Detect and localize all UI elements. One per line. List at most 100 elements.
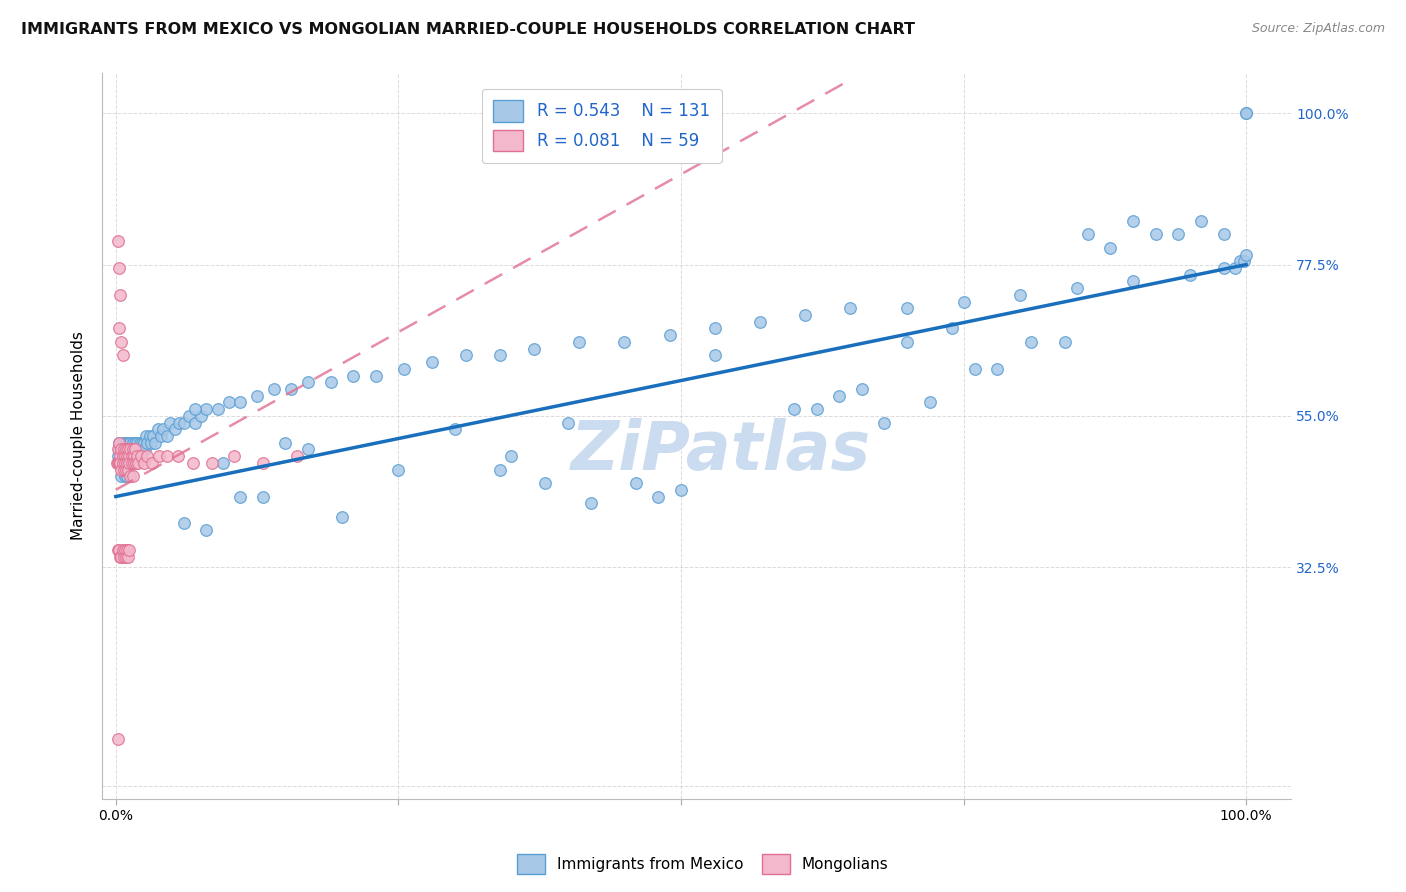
Point xyxy=(647,490,669,504)
Point xyxy=(107,442,129,457)
Point xyxy=(1212,260,1234,275)
Point xyxy=(342,368,364,383)
Point xyxy=(110,442,132,457)
Point xyxy=(1212,227,1234,242)
Point xyxy=(117,442,139,457)
Point xyxy=(111,348,134,362)
Point xyxy=(1008,288,1031,302)
Point xyxy=(896,301,918,316)
Point xyxy=(110,462,132,476)
Point xyxy=(444,422,467,436)
Point xyxy=(1234,106,1257,120)
Point xyxy=(669,483,692,497)
Legend: R = 0.543    N = 131, R = 0.081    N = 59: R = 0.543 N = 131, R = 0.081 N = 59 xyxy=(482,88,721,163)
Point xyxy=(122,442,145,457)
Point xyxy=(110,456,132,470)
Point xyxy=(120,456,142,470)
Point xyxy=(107,543,129,558)
Point xyxy=(127,435,149,450)
Point xyxy=(364,368,387,383)
Point xyxy=(851,382,873,396)
Point xyxy=(285,449,308,463)
Point xyxy=(112,549,135,564)
Point xyxy=(120,442,142,457)
Point xyxy=(420,355,443,369)
Point xyxy=(115,442,138,457)
Point xyxy=(118,449,141,463)
Point xyxy=(1122,214,1144,228)
Point xyxy=(297,442,319,457)
Point xyxy=(111,435,134,450)
Point xyxy=(986,361,1008,376)
Point xyxy=(534,476,557,491)
Point xyxy=(1234,247,1257,261)
Point xyxy=(115,449,138,463)
Point xyxy=(489,462,512,476)
Point xyxy=(330,509,353,524)
Point xyxy=(120,435,142,450)
Point xyxy=(839,301,862,316)
Point xyxy=(111,456,134,470)
Point xyxy=(1066,281,1088,295)
Point xyxy=(179,409,201,423)
Point xyxy=(132,442,155,457)
Point xyxy=(112,462,135,476)
Point xyxy=(143,435,166,450)
Point xyxy=(127,442,149,457)
Point xyxy=(181,456,204,470)
Point xyxy=(229,490,252,504)
Point xyxy=(280,382,302,396)
Point xyxy=(115,462,138,476)
Point xyxy=(1099,241,1122,255)
Point xyxy=(121,442,143,457)
Point xyxy=(138,429,160,443)
Point xyxy=(141,456,163,470)
Point xyxy=(115,456,138,470)
Point xyxy=(173,416,195,430)
Point xyxy=(121,456,143,470)
Point xyxy=(108,321,131,335)
Point xyxy=(108,435,131,450)
Point xyxy=(184,402,207,417)
Point xyxy=(918,395,941,409)
Point xyxy=(783,402,806,417)
Point xyxy=(1178,268,1201,282)
Point xyxy=(456,348,478,362)
Point xyxy=(173,516,195,531)
Point xyxy=(167,416,190,430)
Point xyxy=(139,435,162,450)
Point xyxy=(1229,254,1251,268)
Point xyxy=(952,294,974,309)
Point xyxy=(613,334,636,349)
Point xyxy=(392,361,415,376)
Point xyxy=(896,334,918,349)
Point xyxy=(114,469,136,483)
Point xyxy=(108,435,131,450)
Point xyxy=(108,260,131,275)
Point xyxy=(128,435,150,450)
Point xyxy=(806,402,828,417)
Point xyxy=(122,456,145,470)
Point xyxy=(263,382,285,396)
Point xyxy=(114,449,136,463)
Point xyxy=(201,456,224,470)
Point xyxy=(156,449,179,463)
Point xyxy=(121,442,143,457)
Point xyxy=(207,402,229,417)
Point xyxy=(218,395,240,409)
Point xyxy=(579,496,602,510)
Point xyxy=(111,543,134,558)
Point xyxy=(195,402,218,417)
Point xyxy=(828,389,851,403)
Point xyxy=(107,449,129,463)
Point xyxy=(111,449,134,463)
Point xyxy=(152,422,174,436)
Point xyxy=(1223,260,1246,275)
Legend: Immigrants from Mexico, Mongolians: Immigrants from Mexico, Mongolians xyxy=(512,848,894,880)
Point xyxy=(118,449,141,463)
Point xyxy=(125,456,148,470)
Point xyxy=(568,334,591,349)
Point xyxy=(1167,227,1189,242)
Point xyxy=(658,328,681,343)
Point xyxy=(121,449,143,463)
